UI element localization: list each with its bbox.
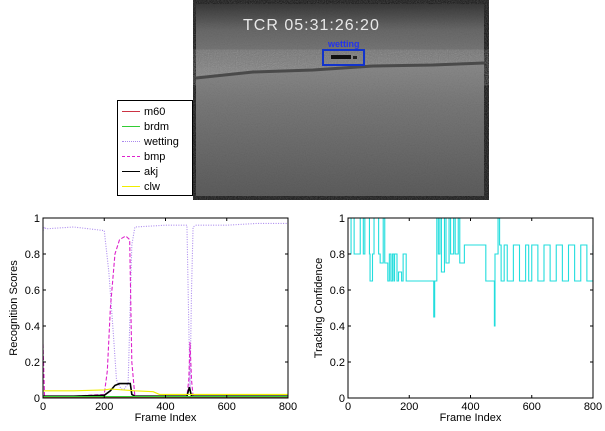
tracking-xtick-label: 800 [584,401,602,413]
chart-legend: m60 brdm wetting bmp akj clw [117,100,193,196]
video-timecode: TCR 05:31:26:20 [243,17,380,34]
legend-label-wetting: wetting [144,135,179,148]
legend-label-bmp: bmp [144,150,166,163]
target-label: wetting [327,39,360,49]
tracking-ytick-label: 0.6 [330,285,345,297]
recognition-ytick-label: 0 [34,393,40,405]
recognition-ytick-label: 1 [34,213,40,225]
recognition-ytick-label: 0.4 [25,321,40,333]
legend-item-brdm: brdm [118,119,192,134]
legend-item-clw: clw [118,179,192,194]
tracking-ytick-label: 0.8 [330,249,345,261]
legend-swatch-clw [122,186,140,187]
recognition-axes-frame [42,217,289,399]
video-frame: TCR 05:31:26:20 wetting [193,0,489,200]
recognition-xtick-label: 800 [279,401,297,413]
legend-swatch-wetting [122,141,140,142]
legend-swatch-akj [122,171,140,172]
legend-label-akj: akj [144,165,159,178]
legend-swatch-bmp [122,156,140,157]
tracking-xtick-label: 400 [461,401,479,413]
tracking-ytick-label: 0.2 [330,357,345,369]
video-frame-image: TCR 05:31:26:20 wetting [193,0,489,200]
recognition-x-axis-label: Frame Index [135,412,197,424]
recognition-ytick-label: 0.2 [25,357,40,369]
recognition-series-bmp [43,235,288,397]
legend-label-brdm: brdm [144,120,170,133]
legend-label-m60: m60 [144,105,166,118]
recognition-series-clw [43,388,288,395]
legend-swatch-m60 [122,111,140,112]
recognition-series-wetting [43,222,288,390]
recognition-xtick-label: 0 [40,401,46,413]
tracking-ytick-label: 1 [339,213,345,225]
legend-item-wetting: wetting [118,134,192,149]
legend-item-m60: m60 [118,104,192,119]
recognition-xtick-label: 400 [156,401,174,413]
tracking-y-axis-label: Tracking Confidence [313,258,325,358]
tracking-ytick-label: 0 [339,393,345,405]
tracking-xtick-label: 600 [523,401,541,413]
recognition-xtick-label: 200 [95,401,113,413]
recognition-ytick-label: 0.8 [25,249,40,261]
legend-item-bmp: bmp [118,149,192,164]
legend-item-akj: akj [118,164,192,179]
recognition-xtick-label: 600 [218,401,236,413]
legend-swatch-brdm [122,126,140,127]
recognition-y-axis-label: Recognition Scores [8,260,20,356]
tracking-plot-area [348,218,593,327]
legend-label-clw: clw [144,180,160,193]
tracking-xtick-label: 200 [400,401,418,413]
tracking-xtick-label: 0 [345,401,351,413]
recognition-ytick-label: 0.6 [25,285,40,297]
tracking-confidence-chart: 0 200 400 600 800 0 0.2 0.4 0.6 0.8 1 Frame Index Tr… [313,213,602,424]
tracking-ytick-label: 0.4 [330,321,345,333]
recognition-scores-chart: 0 200 400 600 800 0 0.2 0.4 0.6 0.8 1 Frame Index Re… [8,213,297,424]
tracking-series-line [348,218,593,327]
target-bounding-box [322,49,365,66]
recognition-plot-area [43,222,288,398]
tracking-x-axis-label: Frame Index [440,412,502,424]
